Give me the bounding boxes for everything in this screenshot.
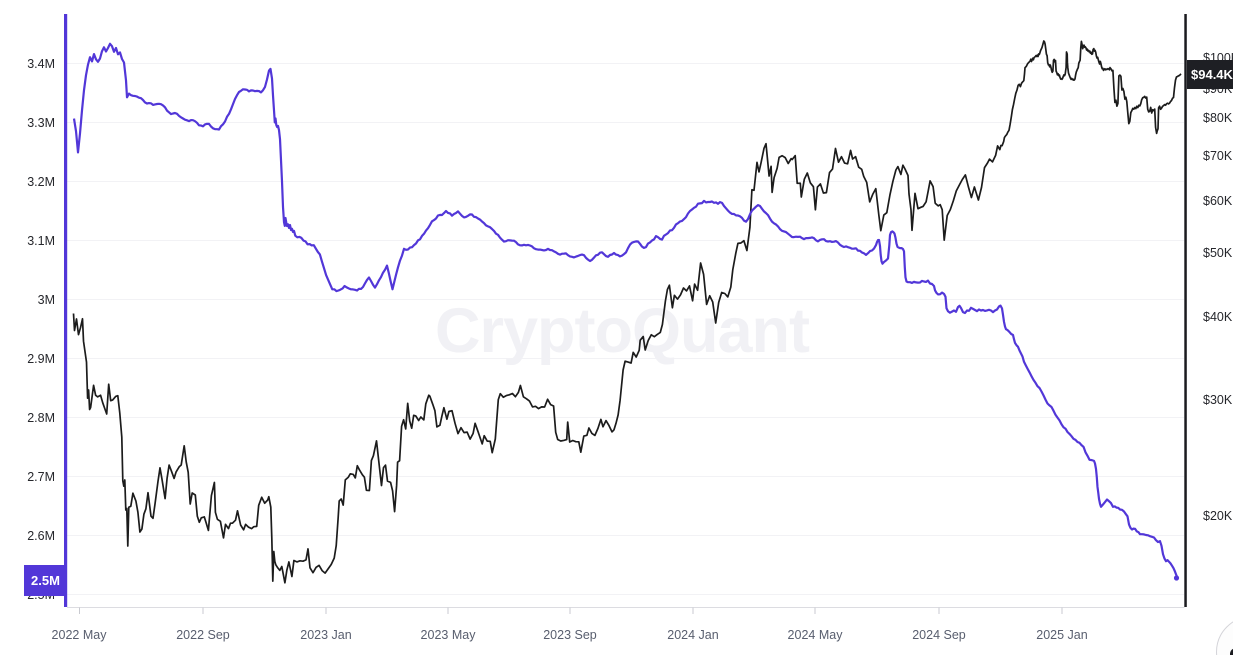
svg-text:CryptoQuant: CryptoQuant [435, 296, 810, 366]
